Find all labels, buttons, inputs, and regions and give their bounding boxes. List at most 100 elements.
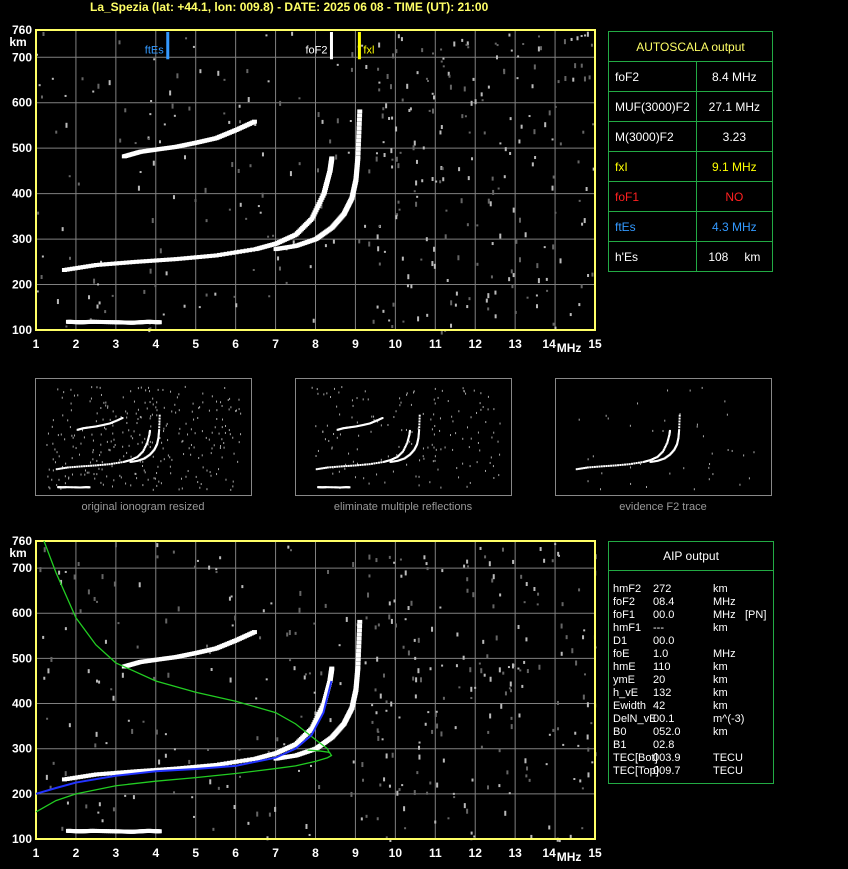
noise-speck: [511, 663, 514, 669]
thumb-noise: [451, 415, 453, 418]
thumb-trace-point: [398, 459, 401, 462]
trace-point: [197, 254, 203, 259]
thumb-trace-point: [661, 458, 664, 461]
noise-speck: [412, 676, 415, 681]
thumb-noise: [103, 401, 105, 404]
noise-speck: [512, 207, 515, 213]
thumb-trace-point: [348, 426, 351, 429]
noise-speck: [439, 130, 442, 135]
thumb-noise: [151, 441, 153, 444]
noise-speck: [388, 555, 391, 559]
noise-speck: [508, 277, 511, 282]
trace-point: [320, 193, 326, 198]
thumb-noise: [141, 441, 143, 444]
thumb-trace-point: [78, 465, 81, 468]
noise-speck: [156, 555, 159, 559]
noise-speck: [395, 126, 398, 132]
thumb-trace-point: [637, 461, 640, 464]
thumb-noise: [111, 465, 113, 468]
aip-label: DelN_vE: [613, 713, 657, 725]
thumb-trace-point: [90, 426, 93, 429]
noise-speck: [256, 811, 259, 817]
thumb-trace-point: [418, 430, 421, 433]
noise-speck: [581, 222, 584, 226]
thumb-trace-point: [157, 433, 160, 436]
noise-speck: [392, 302, 395, 307]
noise-speck: [591, 761, 594, 764]
thumb-trace-point: [619, 463, 622, 466]
thumb-noise: [467, 426, 469, 429]
thumb-noise: [126, 416, 128, 419]
thumb-noise: [726, 413, 728, 416]
autoscala-value-text: 3.23: [722, 129, 747, 144]
noise-speck: [136, 645, 139, 649]
thumb-trace-point: [657, 459, 660, 462]
noise-speck: [335, 154, 338, 160]
thumb-trace-point: [650, 460, 653, 463]
noise-speck: [499, 233, 502, 239]
noise-speck: [445, 209, 448, 212]
noise-speck: [421, 48, 424, 53]
noise-speck: [358, 239, 361, 244]
trace-point: [213, 762, 219, 767]
thumb-noise: [142, 465, 144, 468]
thumb-noise: [601, 472, 603, 475]
noise-speck: [38, 84, 41, 87]
noise-speck: [228, 120, 231, 124]
thumb-noise: [64, 475, 66, 478]
thumb-noise: [109, 449, 111, 452]
autoscala-value-text: 9.1 MHz: [712, 159, 757, 174]
noise-speck: [101, 574, 104, 580]
noise-speck: [418, 741, 421, 744]
thumb-trace-point: [400, 458, 403, 461]
thumb-trace-point: [614, 464, 617, 467]
thumb-trace-point: [355, 425, 358, 428]
thumb-noise: [192, 402, 194, 405]
thumb-noise: [146, 407, 148, 410]
trace-point: [140, 259, 146, 264]
noise-speck: [512, 273, 515, 278]
thumb-noise: [114, 443, 116, 446]
noise-speck: [42, 635, 45, 639]
trace-point: [356, 632, 362, 637]
noise-speck: [377, 246, 380, 252]
thumb-noise: [170, 472, 172, 475]
noise-speck: [388, 784, 391, 788]
noise-speck: [540, 46, 543, 51]
thumb-trace-point: [88, 486, 91, 489]
autoscala-row: foF1 NO: [608, 181, 774, 212]
noise-speck: [118, 40, 121, 45]
thumb-trace-point: [660, 458, 663, 461]
thumb-noise: [187, 433, 189, 436]
y-tick-label: 300: [12, 232, 32, 246]
noise-speck: [167, 672, 170, 678]
thumb-noise: [214, 426, 216, 429]
trace-point: [180, 256, 186, 261]
thumb-noise: [228, 429, 230, 432]
noise-speck: [525, 582, 528, 587]
thumb-noise: [480, 392, 482, 395]
thumb-trace-point: [357, 464, 360, 467]
noise-speck: [585, 187, 588, 192]
autoscala-value: 3.23: [695, 121, 774, 152]
thumb-noise: [351, 399, 353, 402]
noise-speck: [519, 669, 522, 672]
noise-speck: [188, 759, 191, 764]
noise-speck: [506, 770, 509, 775]
y-tick-label: 400: [12, 187, 32, 201]
aip-unit: TECU: [713, 765, 743, 777]
thumb-trace-point: [135, 460, 138, 463]
thumb-noise: [135, 472, 137, 475]
thumb-noise: [111, 485, 113, 488]
thumb-trace-point: [418, 417, 421, 420]
noise-speck: [142, 720, 145, 723]
noise-speck: [431, 729, 434, 734]
thumb-noise: [174, 403, 176, 406]
noise-speck: [426, 567, 429, 571]
noise-speck: [304, 673, 307, 676]
thumb-trace-point: [359, 463, 362, 466]
trace-point: [309, 726, 315, 731]
thumb-noise: [727, 449, 729, 452]
thumb-trace-point: [404, 444, 407, 447]
thumb-noise: [110, 440, 112, 443]
